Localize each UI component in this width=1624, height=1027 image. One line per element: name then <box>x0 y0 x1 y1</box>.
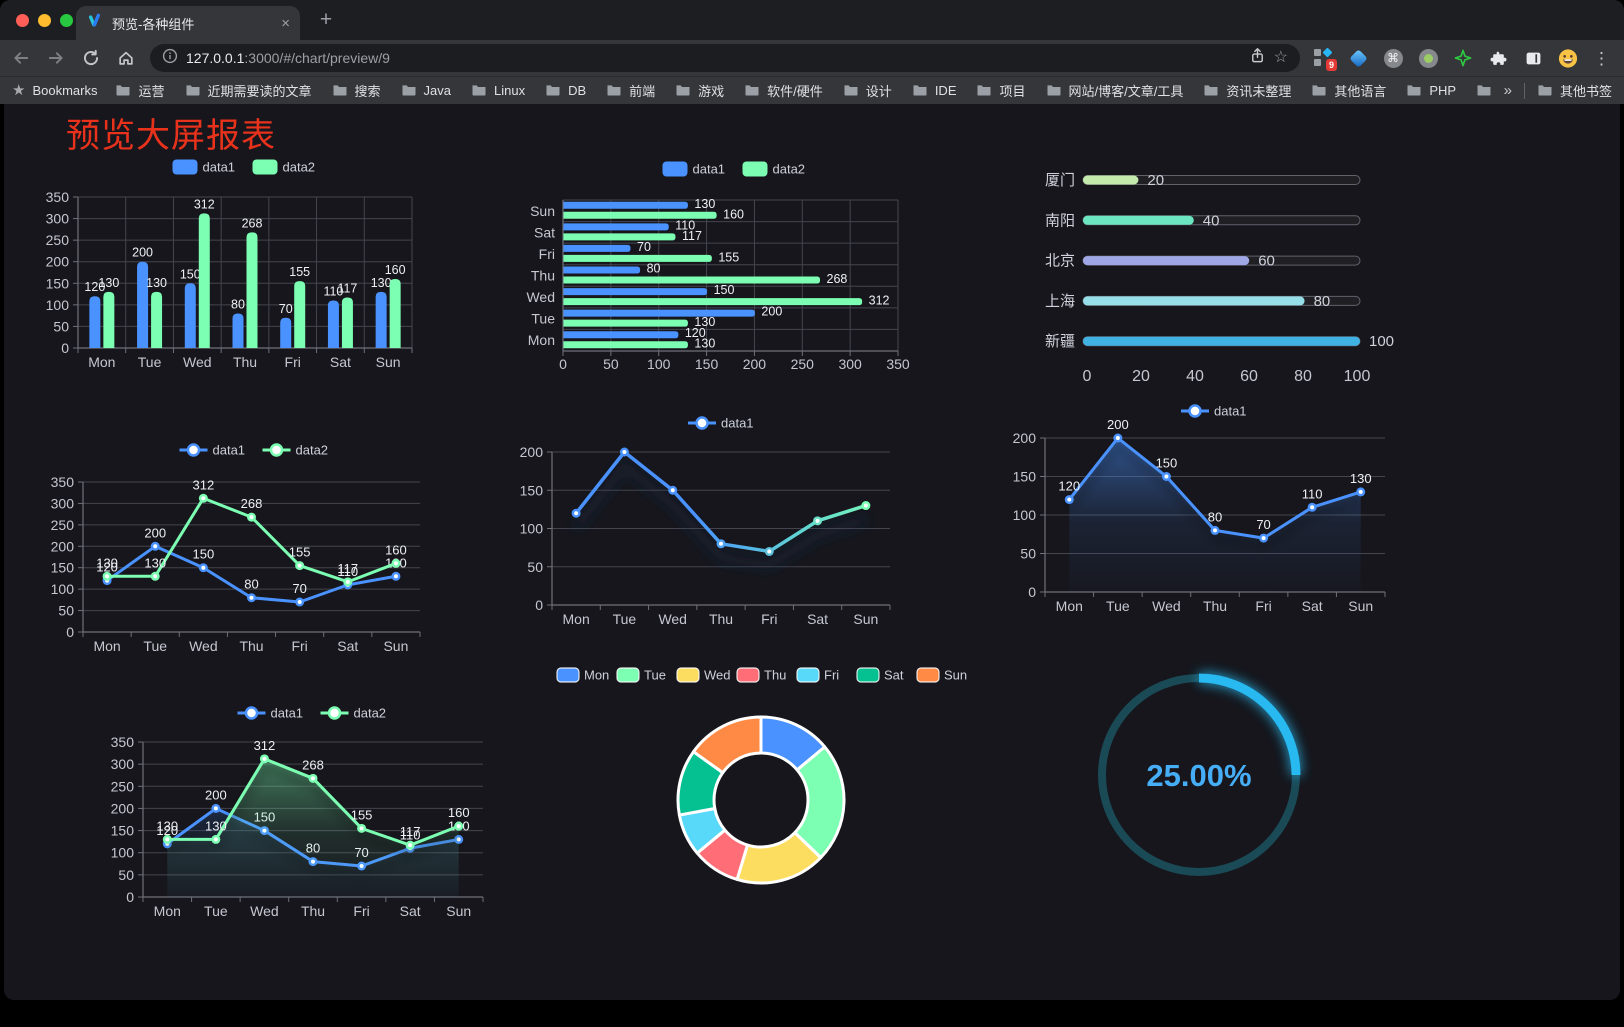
folder-icon <box>1203 83 1219 99</box>
bookmark-item[interactable]: Java <box>401 83 451 99</box>
profile-avatar[interactable] <box>1558 48 1578 68</box>
folder-icon <box>115 83 131 99</box>
bookmark-star-icon[interactable]: ☆ <box>1273 49 1288 66</box>
browser-tab[interactable]: 预览-各种组件 × <box>76 6 300 40</box>
folder-icon <box>976 83 992 99</box>
forward-icon[interactable] <box>45 47 67 69</box>
bookmark-item[interactable]: 搜索 <box>332 81 381 100</box>
folder-icon <box>471 83 487 99</box>
back-icon[interactable] <box>10 47 32 69</box>
site-info-icon[interactable] <box>162 48 178 69</box>
extension-star-icon[interactable] <box>1453 48 1473 68</box>
tab-strip: 预览-各种组件 × + <box>0 0 1624 40</box>
folder-icon <box>1537 83 1553 99</box>
bookmark-label: 网站/博客/文章/工具 <box>1068 84 1184 99</box>
folder-icon <box>675 83 691 99</box>
folder-icon <box>401 83 417 99</box>
bookmark-item[interactable]: 前端 <box>606 81 655 100</box>
folder-icon <box>744 83 760 99</box>
zoom-window-button[interactable] <box>60 14 73 27</box>
bookmark-label: 项目 <box>999 84 1026 99</box>
bookmark-label: Linux <box>494 83 526 98</box>
extensions-puzzle-icon[interactable] <box>1488 48 1508 68</box>
bookmark-label: DB <box>568 83 587 98</box>
bookmark-label: 搜索 <box>354 84 381 99</box>
bookmark-item[interactable]: 设计 <box>843 81 892 100</box>
bookmark-label: 软件/硬件 <box>767 84 823 99</box>
folder-icon <box>1046 83 1062 99</box>
folder-icon <box>1476 83 1492 99</box>
bookmark-label: 前端 <box>629 84 656 99</box>
bookmark-item[interactable]: 资讯未整理 <box>1203 81 1291 100</box>
bookmark-item[interactable]: IDE <box>912 83 957 99</box>
url-text: 127.0.0.1:3000/#/chart/preview/9 <box>186 50 390 66</box>
bookmark-label: Java <box>423 83 451 98</box>
browser-toolbar: 127.0.0.1:3000/#/chart/preview/9 ☆ 9 ⌘ <box>0 40 1624 76</box>
folder-icon <box>912 83 928 99</box>
traffic-lights <box>16 14 73 27</box>
minimize-window-button[interactable] <box>38 14 51 27</box>
bookmark-label: PHP <box>1429 83 1457 98</box>
bookmark-item[interactable]: 游戏 <box>675 81 724 100</box>
extension-kite-icon[interactable] <box>1348 48 1368 68</box>
folder-icon <box>545 83 561 99</box>
bookmark-label: 游戏 <box>698 84 725 99</box>
folder-icon <box>332 83 348 99</box>
bookmarks-divider <box>1523 82 1525 99</box>
folder-icon <box>1406 83 1422 99</box>
bookmark-item[interactable]: 网站/博客/文章/工具 <box>1046 81 1184 100</box>
tab-title: 预览-各种组件 <box>112 16 195 32</box>
bookmarks-star-icon: ★ <box>12 82 26 99</box>
bookmark-item[interactable]: 运营 <box>115 81 165 100</box>
bookmarks-bar: ★ Bookmarks 运营 近期需要读的文章 搜索 Java Linux DB 前端 游戏 软… <box>0 76 1624 104</box>
bookmark-item[interactable]: 项目 <box>976 81 1026 100</box>
new-tab-button[interactable]: + <box>319 8 333 31</box>
site-favicon-icon <box>86 12 103 34</box>
bookmark-label: 资讯未整理 <box>1226 84 1292 99</box>
page-title: 预览大屏报表 <box>66 117 276 155</box>
bookmark-label: IDE <box>934 83 957 98</box>
menu-kebab-icon[interactable]: ⋮ <box>1593 48 1610 68</box>
bookmarks-label: Bookmarks <box>32 83 98 98</box>
tab-close-icon[interactable]: × <box>281 14 290 32</box>
extension-command-icon[interactable]: ⌘ <box>1383 48 1403 68</box>
bookmark-item[interactable]: Linux <box>471 83 525 99</box>
extension-badge: 9 <box>1325 59 1337 71</box>
url-host: 127.0.0.1 <box>186 50 245 66</box>
reload-icon[interactable] <box>80 47 102 69</box>
bookmark-items: 运营 近期需要读的文章 搜索 Java Linux DB 前端 游戏 软件/硬件 设计 IDE 项目 网… <box>115 81 1493 100</box>
bookmark-item[interactable]: 软件/硬件 <box>744 81 823 100</box>
bookmark-item[interactable]: DB <box>545 83 586 99</box>
bookmarks-manager-item[interactable]: ★ Bookmarks <box>12 83 97 98</box>
bookmark-label: 近期需要读的文章 <box>207 84 312 99</box>
home-icon[interactable] <box>115 47 137 69</box>
bookmark-label: 运营 <box>138 84 165 99</box>
folder-icon <box>843 83 859 99</box>
folder-icon <box>606 83 622 99</box>
folder-icon <box>185 83 201 99</box>
folder-icon <box>1311 83 1327 99</box>
bookmarks-overflow-icon[interactable]: » <box>1503 82 1512 99</box>
close-window-button[interactable] <box>16 14 29 27</box>
bookmark-item[interactable]: 近期需要读的文章 <box>185 81 312 100</box>
bookmark-item[interactable]: 其他语言 <box>1311 81 1386 100</box>
other-bookmarks-item[interactable]: 其他书签 <box>1537 81 1612 100</box>
dashboard-canvas <box>4 104 1620 1000</box>
other-bookmarks-label: 其他书签 <box>1559 84 1612 99</box>
share-icon[interactable] <box>1249 47 1266 69</box>
bookmarks-right-group: » 其他书签 <box>1504 81 1612 100</box>
extension-grid-icon[interactable]: 9 <box>1313 47 1337 71</box>
extensions-area: 9 ⌘ ⋮ <box>1313 47 1614 71</box>
extension-recorder-icon[interactable] <box>1418 48 1438 68</box>
address-bar[interactable]: 127.0.0.1:3000/#/chart/preview/9 ☆ <box>150 44 1300 72</box>
bookmark-item[interactable]: 文件服务器 <box>1476 81 1494 100</box>
url-path: :3000/#/chart/preview/9 <box>244 50 390 66</box>
bookmark-label: 设计 <box>865 84 892 99</box>
bookmark-item[interactable]: PHP <box>1406 83 1456 99</box>
bookmark-label: 其他语言 <box>1334 84 1387 99</box>
side-panel-icon[interactable] <box>1523 48 1543 68</box>
